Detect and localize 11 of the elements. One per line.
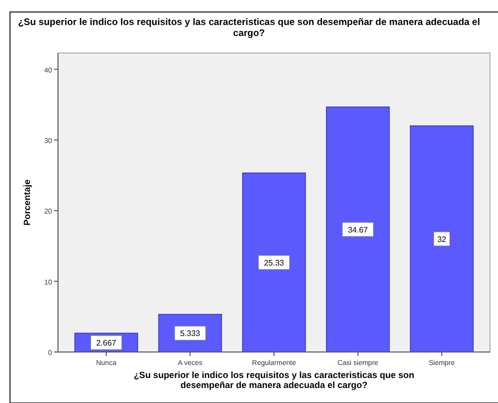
y-axis-title: Porcentaje [22,179,32,226]
bar [326,106,390,352]
chart-title: ¿Su superior le indico los requisitos y las caracteristicas que son desempeñar de manera adecuada el cargo? [18,17,480,39]
x-axis-title: ¿Su superior le indico los requisitos y las caracteristicas que son desempeñar de manera adecuada el cargo? [134,370,414,390]
data-label: 32 [437,234,447,244]
data-label: 25.33 [264,258,285,268]
bar [410,125,474,352]
data-label: 2.667 [96,338,117,348]
bar [242,172,306,352]
data-label: 5.333 [180,329,201,338]
data-label: 34.67 [348,225,368,234]
